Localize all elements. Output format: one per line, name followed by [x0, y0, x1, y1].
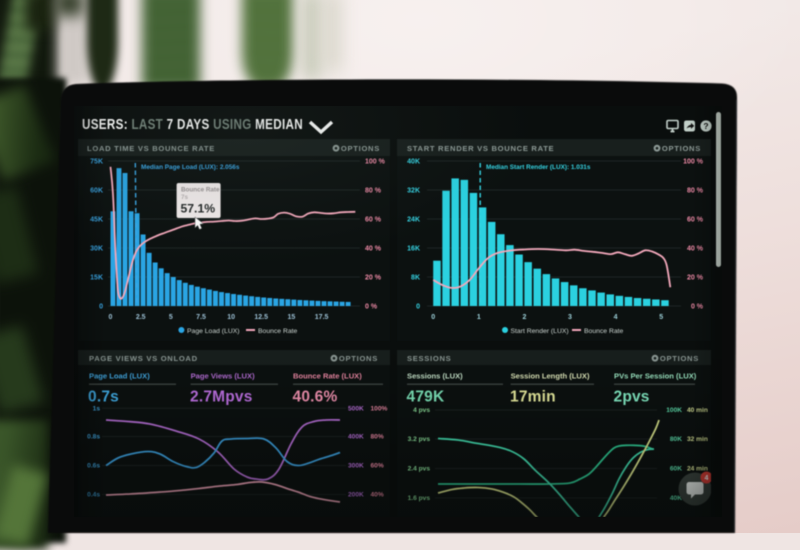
svg-text:0.7s: 0.7s	[88, 389, 119, 406]
svg-text:60%: 60%	[371, 463, 384, 470]
svg-text:200K: 200K	[348, 492, 364, 499]
svg-text:8K: 8K	[411, 275, 420, 282]
svg-text:0 %: 0 %	[365, 304, 378, 311]
svg-text:PVs Per Session (LUX): PVs Per Session (LUX)	[614, 372, 697, 381]
svg-text:3: 3	[568, 314, 572, 321]
svg-text:1s: 1s	[93, 406, 101, 413]
svg-text:PAGE VIEWS VS ONLOAD: PAGE VIEWS VS ONLOAD	[89, 354, 198, 363]
svg-text:40 %: 40 %	[687, 246, 704, 253]
svg-text:Start Render (LUX): Start Render (LUX)	[511, 328, 569, 335]
svg-text:2pvs: 2pvs	[614, 389, 650, 406]
svg-text:17.5: 17.5	[315, 314, 329, 321]
svg-text:40 min: 40 min	[687, 407, 708, 414]
svg-text:40K: 40K	[407, 159, 420, 166]
svg-text:7s: 7s	[181, 194, 189, 201]
svg-text:LOAD TIME VS BOUNCE RATE: LOAD TIME VS BOUNCE RATE	[87, 144, 215, 153]
svg-text:15K: 15K	[90, 275, 103, 282]
svg-text:2.4 pvs: 2.4 pvs	[408, 466, 431, 473]
svg-text:60 %: 60 %	[687, 217, 704, 224]
svg-text:Bounce Rate: Bounce Rate	[584, 328, 624, 335]
svg-text:40 %: 40 %	[365, 246, 382, 253]
svg-text:0.4s: 0.4s	[87, 492, 100, 499]
svg-text:OPTIONS: OPTIONS	[341, 144, 380, 153]
svg-text:Page Load (LUX): Page Load (LUX)	[89, 372, 150, 381]
svg-text:20 %: 20 %	[365, 275, 382, 282]
svg-text:OPTIONS: OPTIONS	[662, 144, 701, 153]
svg-text:Sessions (LUX): Sessions (LUX)	[407, 372, 463, 381]
svg-text:40%: 40%	[371, 492, 384, 499]
svg-text:SESSIONS: SESSIONS	[407, 354, 451, 363]
svg-text:OPTIONS: OPTIONS	[660, 354, 699, 363]
svg-text:75K: 75K	[90, 159, 103, 166]
svg-text:30K: 30K	[90, 246, 103, 253]
svg-text:45K: 45K	[90, 217, 103, 224]
svg-text:2: 2	[522, 314, 526, 321]
svg-text:Bounce Rate (LUX): Bounce Rate (LUX)	[293, 372, 362, 381]
svg-text:16K: 16K	[407, 246, 420, 253]
svg-text:Page Views (LUX): Page Views (LUX)	[191, 372, 255, 381]
svg-text:60K: 60K	[670, 466, 682, 473]
svg-text:0 %: 0 %	[691, 304, 704, 311]
svg-text:0.8s: 0.8s	[87, 434, 100, 441]
svg-text:4: 4	[705, 475, 709, 482]
svg-text:OPTIONS: OPTIONS	[339, 354, 378, 363]
svg-text:24 min: 24 min	[687, 466, 708, 473]
svg-text:20 %: 20 %	[687, 275, 704, 282]
svg-text:?: ?	[703, 121, 708, 131]
svg-text:57.1%: 57.1%	[181, 202, 216, 216]
svg-text:500K: 500K	[348, 406, 364, 413]
svg-text:1: 1	[477, 314, 481, 321]
svg-text:Bounce Rate: Bounce Rate	[258, 328, 298, 335]
svg-text:Page Load (LUX): Page Load (LUX)	[187, 328, 240, 335]
svg-text:80 %: 80 %	[365, 188, 382, 195]
svg-text:START RENDER VS BOUNCE RATE: START RENDER VS BOUNCE RATE	[407, 144, 554, 153]
svg-text:0: 0	[99, 304, 103, 311]
svg-text:100%: 100%	[371, 406, 388, 413]
svg-text:Session Length (LUX): Session Length (LUX)	[511, 372, 590, 381]
svg-text:5: 5	[659, 314, 663, 321]
svg-text:32K: 32K	[407, 188, 420, 195]
svg-text:400K: 400K	[348, 434, 364, 441]
svg-text:0.6s: 0.6s	[87, 463, 100, 470]
svg-text:24K: 24K	[407, 217, 420, 224]
svg-text:3.2 pvs: 3.2 pvs	[408, 436, 431, 443]
svg-text:40.6%: 40.6%	[293, 389, 338, 406]
svg-text:1.6 pvs: 1.6 pvs	[408, 495, 431, 502]
svg-text:2.7Mpvs: 2.7Mpvs	[190, 389, 253, 406]
svg-text:60 %: 60 %	[365, 217, 382, 224]
svg-text:100 %: 100 %	[365, 159, 386, 166]
svg-text:15: 15	[288, 314, 296, 321]
svg-text:4: 4	[614, 314, 618, 321]
svg-text:Median Start Render (LUX): 1.0: Median Start Render (LUX): 1.031s	[486, 164, 591, 171]
svg-text:80%: 80%	[371, 434, 384, 441]
svg-text:2.5: 2.5	[136, 314, 146, 321]
svg-text:4 pvs: 4 pvs	[413, 407, 430, 414]
svg-text:10: 10	[227, 314, 235, 321]
svg-text:300K: 300K	[348, 463, 364, 470]
svg-text:80K: 80K	[670, 436, 682, 443]
svg-text:Bounce Rate: Bounce Rate	[181, 187, 220, 194]
svg-text:60K: 60K	[90, 188, 103, 195]
svg-text:32 min: 32 min	[687, 436, 708, 443]
svg-text:0: 0	[416, 304, 420, 311]
svg-text:0: 0	[109, 314, 113, 321]
svg-text:17min: 17min	[510, 389, 556, 406]
svg-text:80 %: 80 %	[687, 188, 704, 195]
svg-text:0: 0	[431, 314, 435, 321]
svg-text:100 %: 100 %	[683, 159, 704, 166]
svg-text:Median Page Load (LUX): 2.056s: Median Page Load (LUX): 2.056s	[141, 164, 240, 171]
svg-text:5: 5	[169, 314, 173, 321]
svg-text:100K: 100K	[666, 407, 682, 414]
svg-text:12.5: 12.5	[254, 314, 268, 321]
svg-text:7.5: 7.5	[196, 314, 206, 321]
svg-text:479K: 479K	[407, 389, 445, 406]
